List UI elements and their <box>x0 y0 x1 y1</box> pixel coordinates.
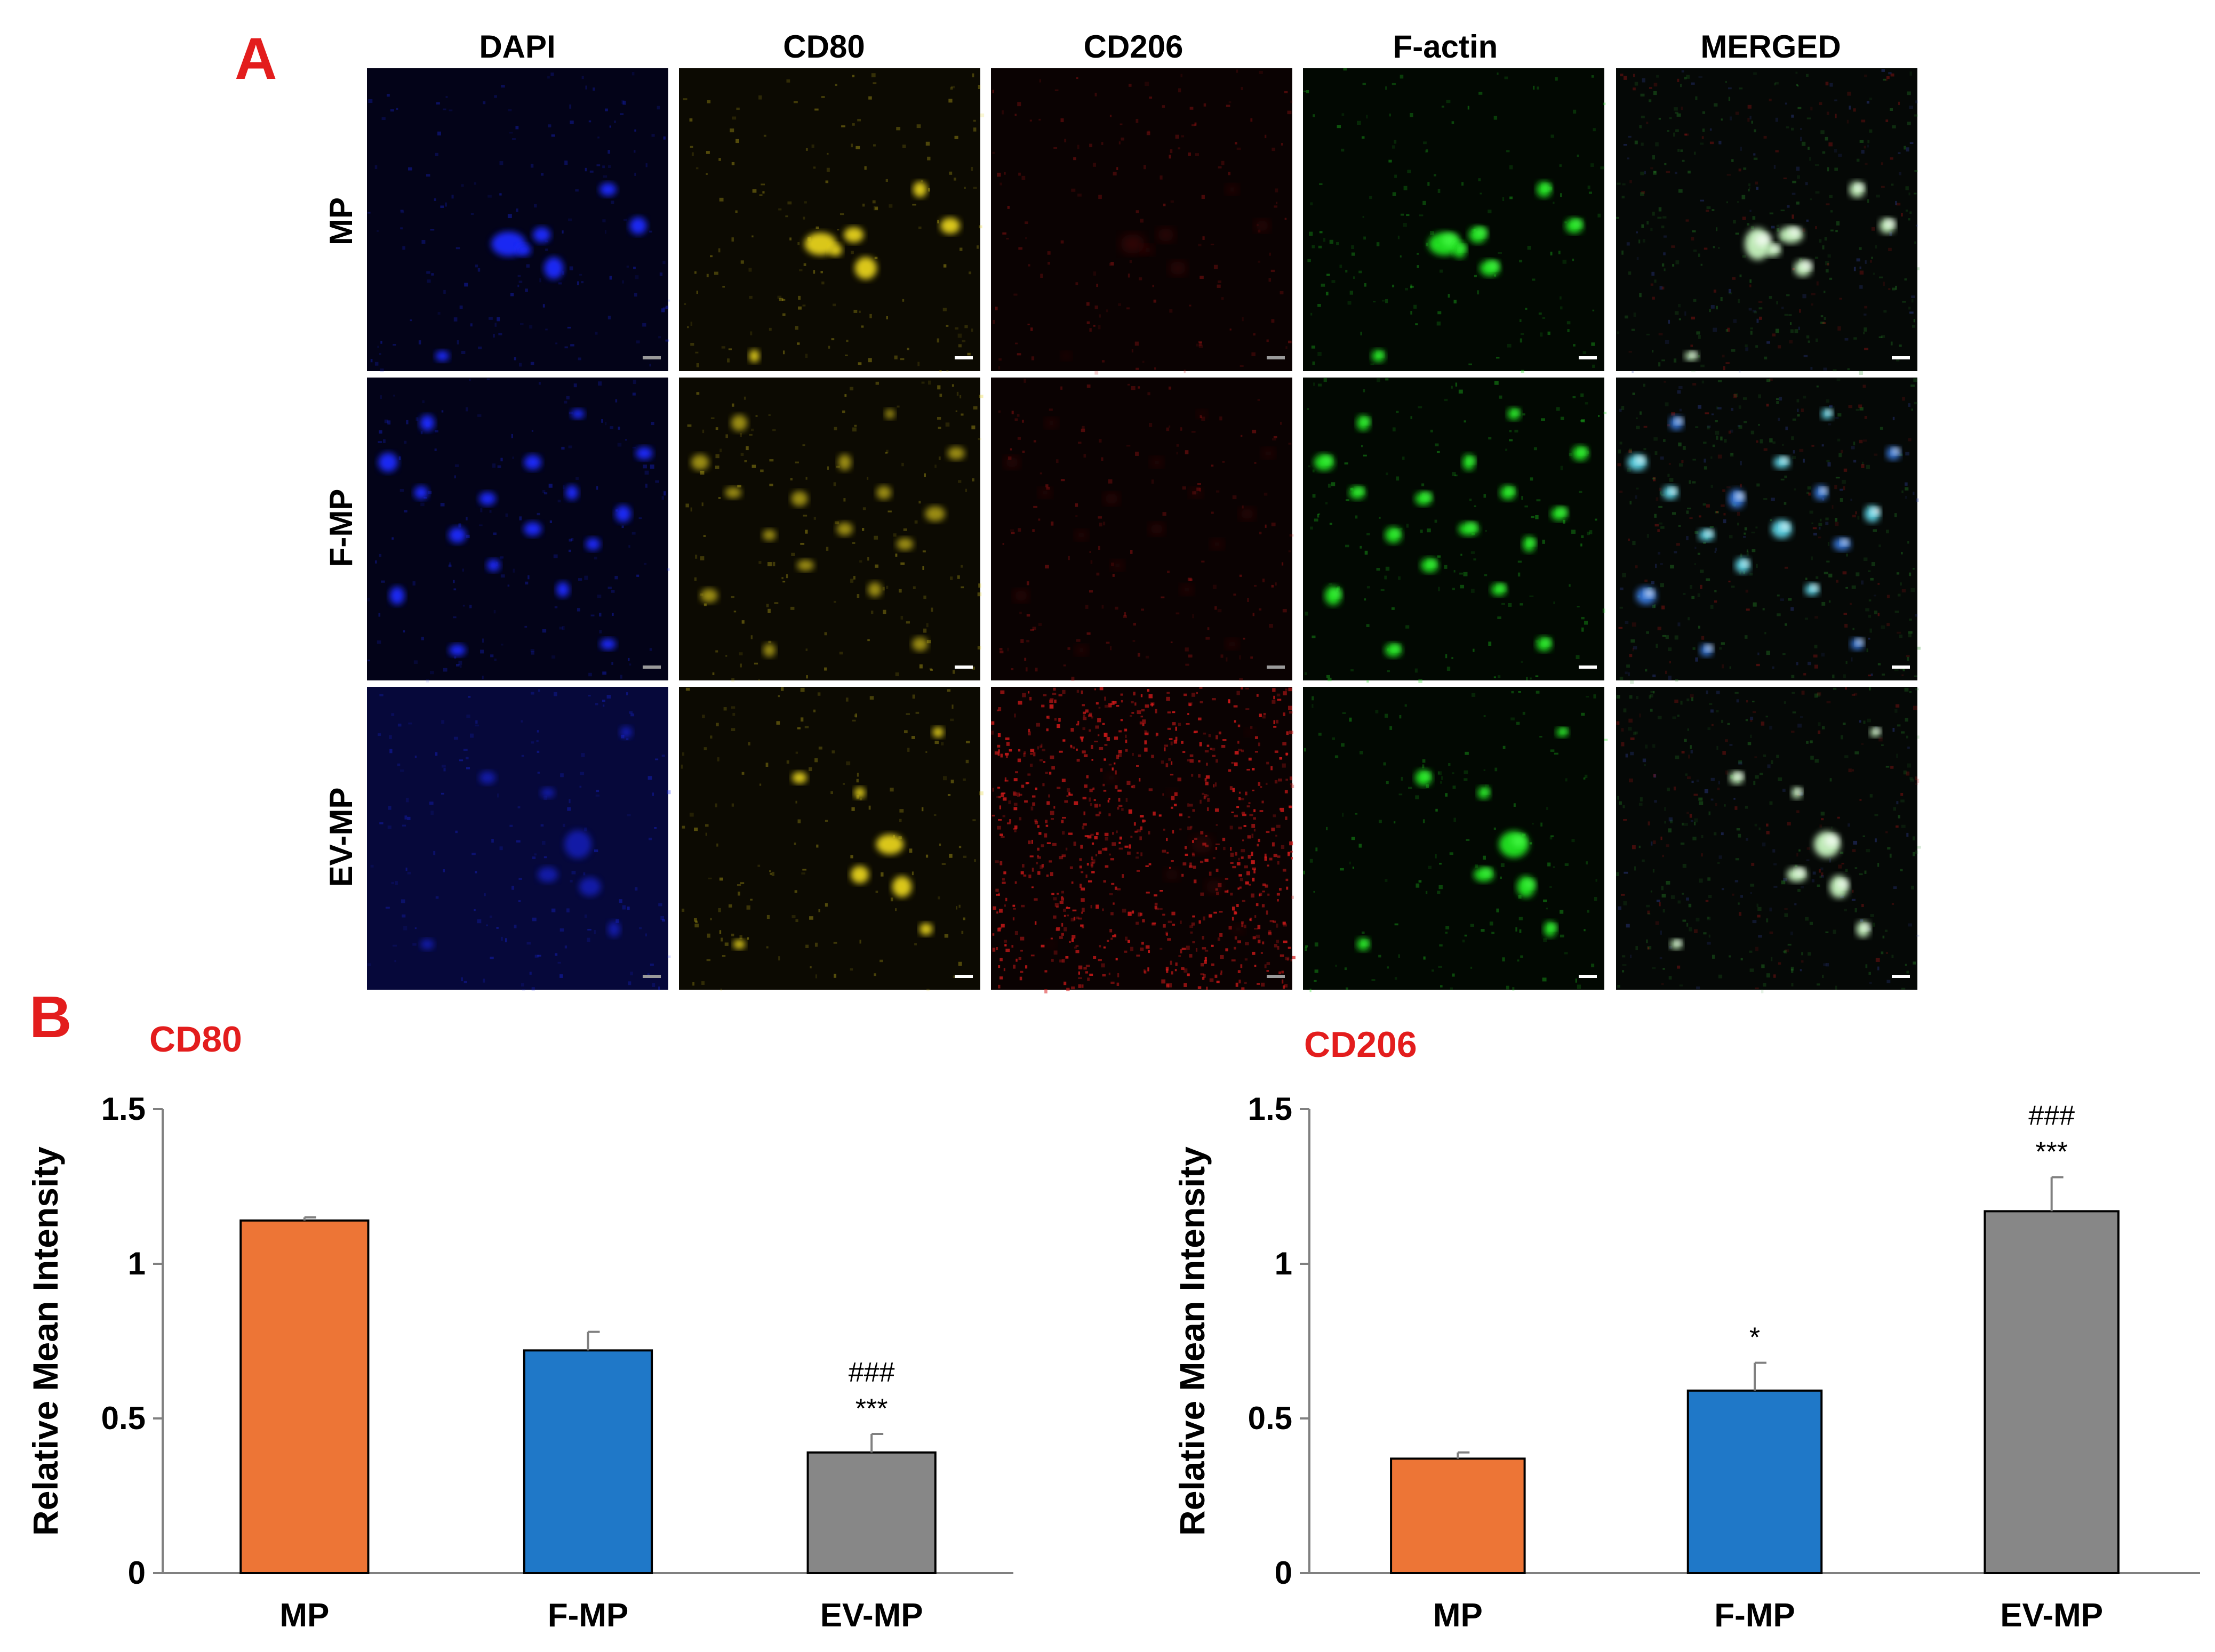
cd80-bar-ev-mp <box>806 1451 937 1575</box>
cd206-category-label-mp: MP <box>1433 1597 1483 1634</box>
cd80-significance-ev-mp: ### <box>849 1357 895 1388</box>
row-header-f-mp: F-MP <box>323 489 359 567</box>
panel-b-label: B <box>29 984 71 1050</box>
micrograph-f-actin-f-mp <box>1303 378 1607 683</box>
column-header-cd206: CD206 <box>1084 29 1184 65</box>
cd206-y-tick-label: 1.5 <box>1248 1091 1292 1127</box>
row-header-mp: MP <box>323 197 359 245</box>
micrograph-cd80-f-mp <box>679 378 983 682</box>
cd206-significance-ev-mp: ### <box>2028 1101 2075 1132</box>
cd80-bar-mp <box>239 1219 370 1575</box>
micrograph-cd206-mp <box>991 68 1293 375</box>
cd80-category-label-f-mp: F-MP <box>548 1597 629 1634</box>
column-header-dapi: DAPI <box>479 29 555 65</box>
cd206-significance-ev-mp: *** <box>2035 1137 2068 1168</box>
row-header-ev-mp: EV-MP <box>323 788 359 887</box>
micrograph-merged-ev-mp <box>1616 687 1921 993</box>
cd80-bar-f-mp <box>523 1349 653 1574</box>
cd80-chart-title: CD80 <box>149 1019 242 1060</box>
cd206-bar-ev-mp <box>1984 1210 2120 1574</box>
micrograph-dapi-mp <box>367 68 670 373</box>
cd206-bar-mp <box>1390 1457 1526 1574</box>
cd206-bar-chart: CD206 Relative Mean Intensity 0 0.5 1 1.5 MP F-… <box>1172 1024 2200 1634</box>
micrograph-dapi-f-mp <box>367 378 670 683</box>
micrograph-cd206-ev-mp <box>991 687 1296 993</box>
cd206-y-axis-label: Relative Mean Intensity <box>1172 1146 1212 1536</box>
cd206-significance-f-mp: * <box>1749 1322 1760 1353</box>
cd80-y-tick-label: 1 <box>128 1246 146 1281</box>
cd80-significance-ev-mp: *** <box>855 1393 888 1424</box>
cd206-y-tick-label: 1 <box>1275 1246 1292 1281</box>
micrograph-cd206-f-mp <box>991 378 1294 681</box>
micrograph-f-actin-mp <box>1303 68 1606 373</box>
microscopy-grid <box>367 68 1921 993</box>
panel-a-label: A <box>235 26 277 92</box>
cd80-y-axis-label: Relative Mean Intensity <box>26 1146 65 1536</box>
cd206-chart-title: CD206 <box>1304 1024 1417 1065</box>
cd80-y-tick-label: 0.5 <box>101 1400 146 1436</box>
cd80-category-label-mp: MP <box>279 1597 329 1634</box>
micrograph-merged-mp <box>1616 68 1920 375</box>
cd206-y-tick-label: 0.5 <box>1248 1400 1292 1436</box>
cd80-y-tick-label: 1.5 <box>101 1091 146 1127</box>
cd80-y-tick-label: 0 <box>128 1555 146 1591</box>
cd80-category-label-ev-mp: EV-MP <box>820 1597 923 1634</box>
micrograph-f-actin-ev-mp <box>1303 687 1608 992</box>
column-headers: DAPI CD80 CD206 F-actin MERGED <box>479 29 1841 65</box>
micrograph-merged-f-mp <box>1616 378 1921 684</box>
column-header-merged: MERGED <box>1700 29 1841 65</box>
micrograph-dapi-ev-mp <box>367 687 671 991</box>
column-header-cd80: CD80 <box>783 29 865 65</box>
cd206-category-label-ev-mp: EV-MP <box>2000 1597 2103 1634</box>
column-header-factin: F-actin <box>1393 29 1498 65</box>
micrograph-cd80-ev-mp <box>679 687 983 991</box>
row-headers: MP F-MP EV-MP <box>323 197 359 887</box>
cd80-bar-chart: CD80 Relative Mean Intensity 0 0.5 1 1.5 MP F-M… <box>26 1019 1013 1634</box>
micrograph-cd80-mp <box>679 68 985 373</box>
cd206-category-label-f-mp: F-MP <box>1714 1597 1795 1634</box>
cd206-y-tick-label: 0 <box>1275 1555 1292 1591</box>
cd206-bar-f-mp <box>1686 1389 1823 1575</box>
